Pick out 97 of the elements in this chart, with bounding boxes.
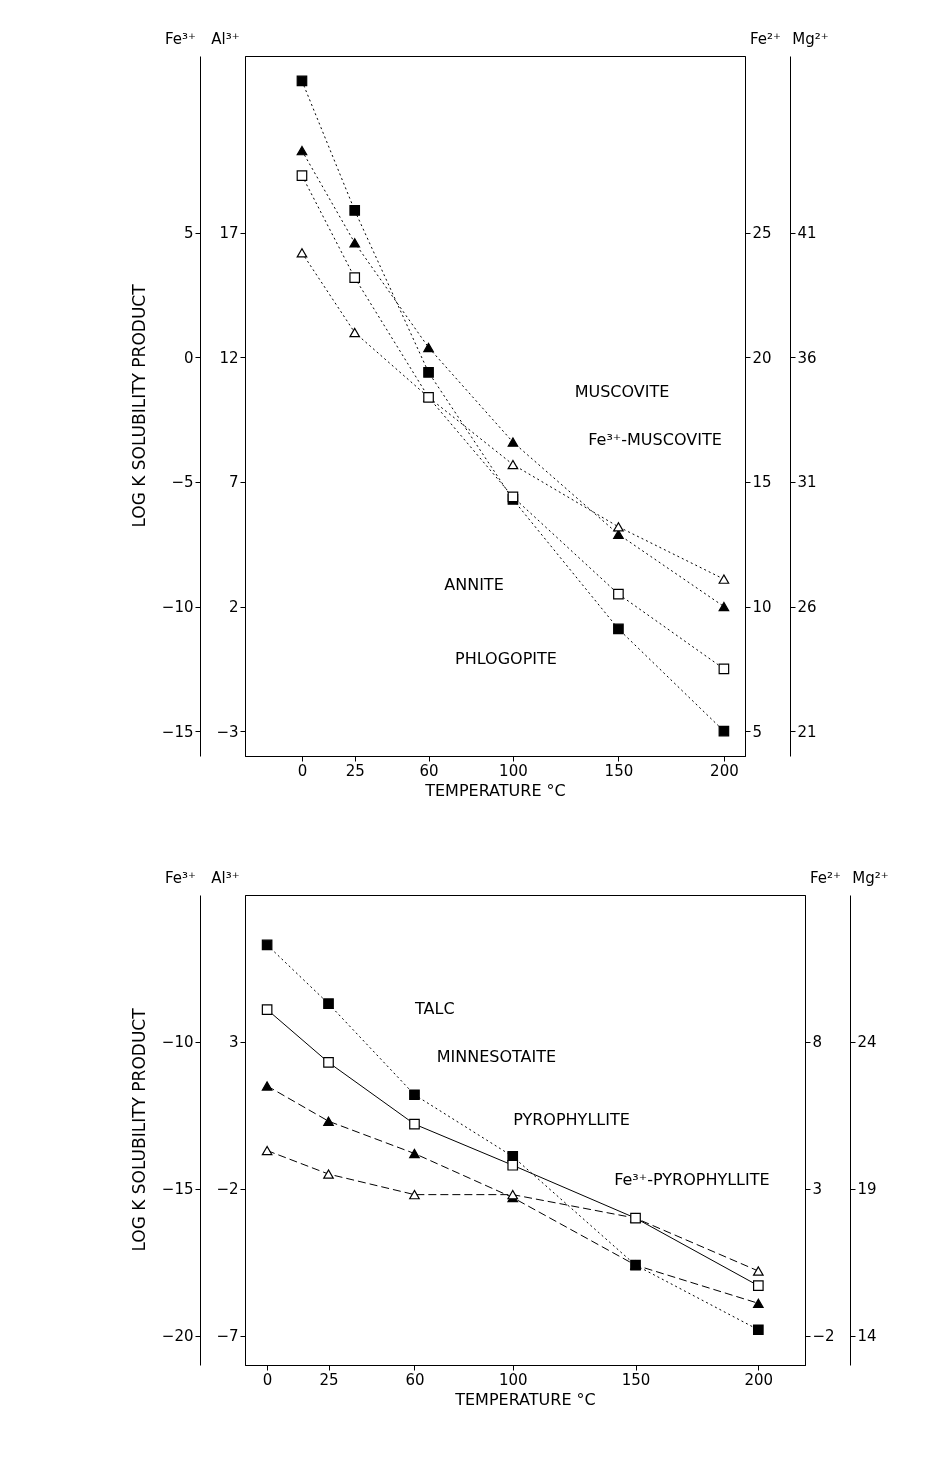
- y2-tick-label: 26: [797, 598, 817, 617]
- point: [261, 1004, 273, 1015]
- y-tick-label: 5: [183, 224, 194, 243]
- y2-tick-label: 17: [219, 224, 239, 243]
- annotation: Fe³⁺-MUSCOVITE: [588, 429, 722, 449]
- annotation: Fe³⁺-PYROPHYLLITE: [614, 1169, 770, 1189]
- y2-tick-label: −2: [216, 1180, 239, 1199]
- x-tick-label: 150: [604, 761, 634, 780]
- y-tick-label: 15: [752, 473, 772, 492]
- y2-tick-label: 41: [797, 224, 817, 243]
- point: [323, 1169, 334, 1179]
- y2-tick-label: 3: [228, 1033, 239, 1052]
- point: [323, 1057, 334, 1068]
- x-axis-title: TEMPERATURE °C: [424, 780, 566, 800]
- point: [423, 367, 434, 378]
- point: [752, 1298, 764, 1309]
- y2-tick-label: 19: [857, 1180, 877, 1199]
- y-axis-title: LOG K SOLUBILITY PRODUCT: [129, 1007, 149, 1252]
- y2-axis-title: Mg²⁺: [852, 868, 889, 887]
- point: [752, 1266, 764, 1276]
- x-tick-label: 150: [621, 1370, 651, 1389]
- x-tick-label: 100: [498, 1370, 528, 1389]
- text: Fe³⁺: [165, 868, 196, 887]
- point: [718, 663, 730, 675]
- point: [409, 1089, 420, 1101]
- point: [349, 272, 361, 284]
- x-tick-label: 60: [419, 761, 439, 780]
- point: [507, 437, 519, 447]
- x-tick-label: 0: [262, 1370, 273, 1389]
- point: [323, 1116, 334, 1126]
- y-axis-title: Fe²⁺: [750, 29, 781, 48]
- point: [507, 1159, 519, 1171]
- y-tick-label: 8: [812, 1033, 823, 1052]
- x-tick-label: 25: [319, 1370, 339, 1389]
- y2-tick-label: 21: [797, 722, 817, 741]
- point: [409, 1189, 420, 1200]
- point: [423, 342, 434, 353]
- y-tick-label: 10: [752, 598, 772, 617]
- point: [261, 1081, 273, 1091]
- y-tick-label: 0: [183, 348, 194, 367]
- y-tick-label: 5: [752, 722, 763, 741]
- y2-tick-label: −7: [216, 1327, 239, 1346]
- y-tick-label: −15: [161, 722, 194, 741]
- y2-tick-label: 31: [797, 473, 817, 492]
- y-tick-label: −5: [171, 473, 194, 492]
- point: [296, 145, 308, 156]
- point: [296, 248, 308, 258]
- point: [323, 998, 334, 1010]
- y-tick-label: 20: [752, 348, 772, 367]
- y2-axis-title: Al³⁺: [211, 29, 240, 48]
- text: Fe³⁺: [165, 29, 196, 48]
- point: [409, 1118, 420, 1130]
- point: [409, 1148, 420, 1159]
- y2-tick-label: 2: [228, 598, 239, 617]
- annotation: ANNITE: [444, 574, 504, 594]
- annotation: MUSCOVITE: [574, 382, 670, 401]
- x-tick-label: 100: [499, 761, 528, 780]
- y2-tick-label: 7: [228, 473, 239, 492]
- point: [261, 1145, 273, 1156]
- y2-tick-label: −3: [216, 722, 239, 741]
- y-tick-label: 25: [752, 224, 772, 243]
- point: [349, 238, 361, 248]
- y-tick-label: 3: [812, 1180, 823, 1199]
- annotation: PYROPHYLLITE: [513, 1109, 630, 1129]
- y2-tick-label: 12: [219, 348, 239, 367]
- point: [296, 170, 308, 181]
- point: [613, 522, 624, 532]
- point: [718, 601, 730, 612]
- annotation: PHLOGOPITE: [455, 648, 557, 668]
- y-tick-label: −20: [161, 1327, 194, 1346]
- x-tick-label: 60: [405, 1370, 425, 1389]
- x-tick-label: 25: [345, 761, 365, 780]
- point: [752, 1280, 764, 1292]
- point: [507, 459, 519, 470]
- x-tick-label: 0: [297, 761, 308, 780]
- point: [349, 205, 361, 216]
- x-tick-label: 200: [710, 761, 739, 780]
- point: [752, 1324, 764, 1336]
- y-tick-label: −2: [812, 1327, 835, 1346]
- annotation: TALC: [414, 999, 455, 1019]
- point: [718, 574, 730, 584]
- y-tick-label: −15: [161, 1180, 194, 1199]
- y-axis-title: Fe²⁺: [810, 868, 841, 887]
- y2-axis-title: Mg²⁺: [792, 29, 829, 48]
- annotation: MINNESOTAITE: [436, 1046, 557, 1066]
- y-tick-label: −10: [161, 1033, 194, 1052]
- y2-tick-label: 24: [857, 1033, 877, 1052]
- y2-tick-label: 14: [857, 1327, 877, 1346]
- point: [613, 623, 624, 635]
- x-axis-title: TEMPERATURE °C: [454, 1389, 596, 1409]
- y2-axis-title: Al³⁺: [211, 868, 240, 887]
- y-tick-label: −10: [161, 598, 194, 617]
- point: [349, 327, 361, 338]
- x-tick-label: 200: [744, 1370, 774, 1389]
- point: [613, 588, 624, 600]
- y2-tick-label: 36: [797, 348, 817, 367]
- y-axis-title: LOG K SOLUBILITY PRODUCT: [129, 283, 149, 528]
